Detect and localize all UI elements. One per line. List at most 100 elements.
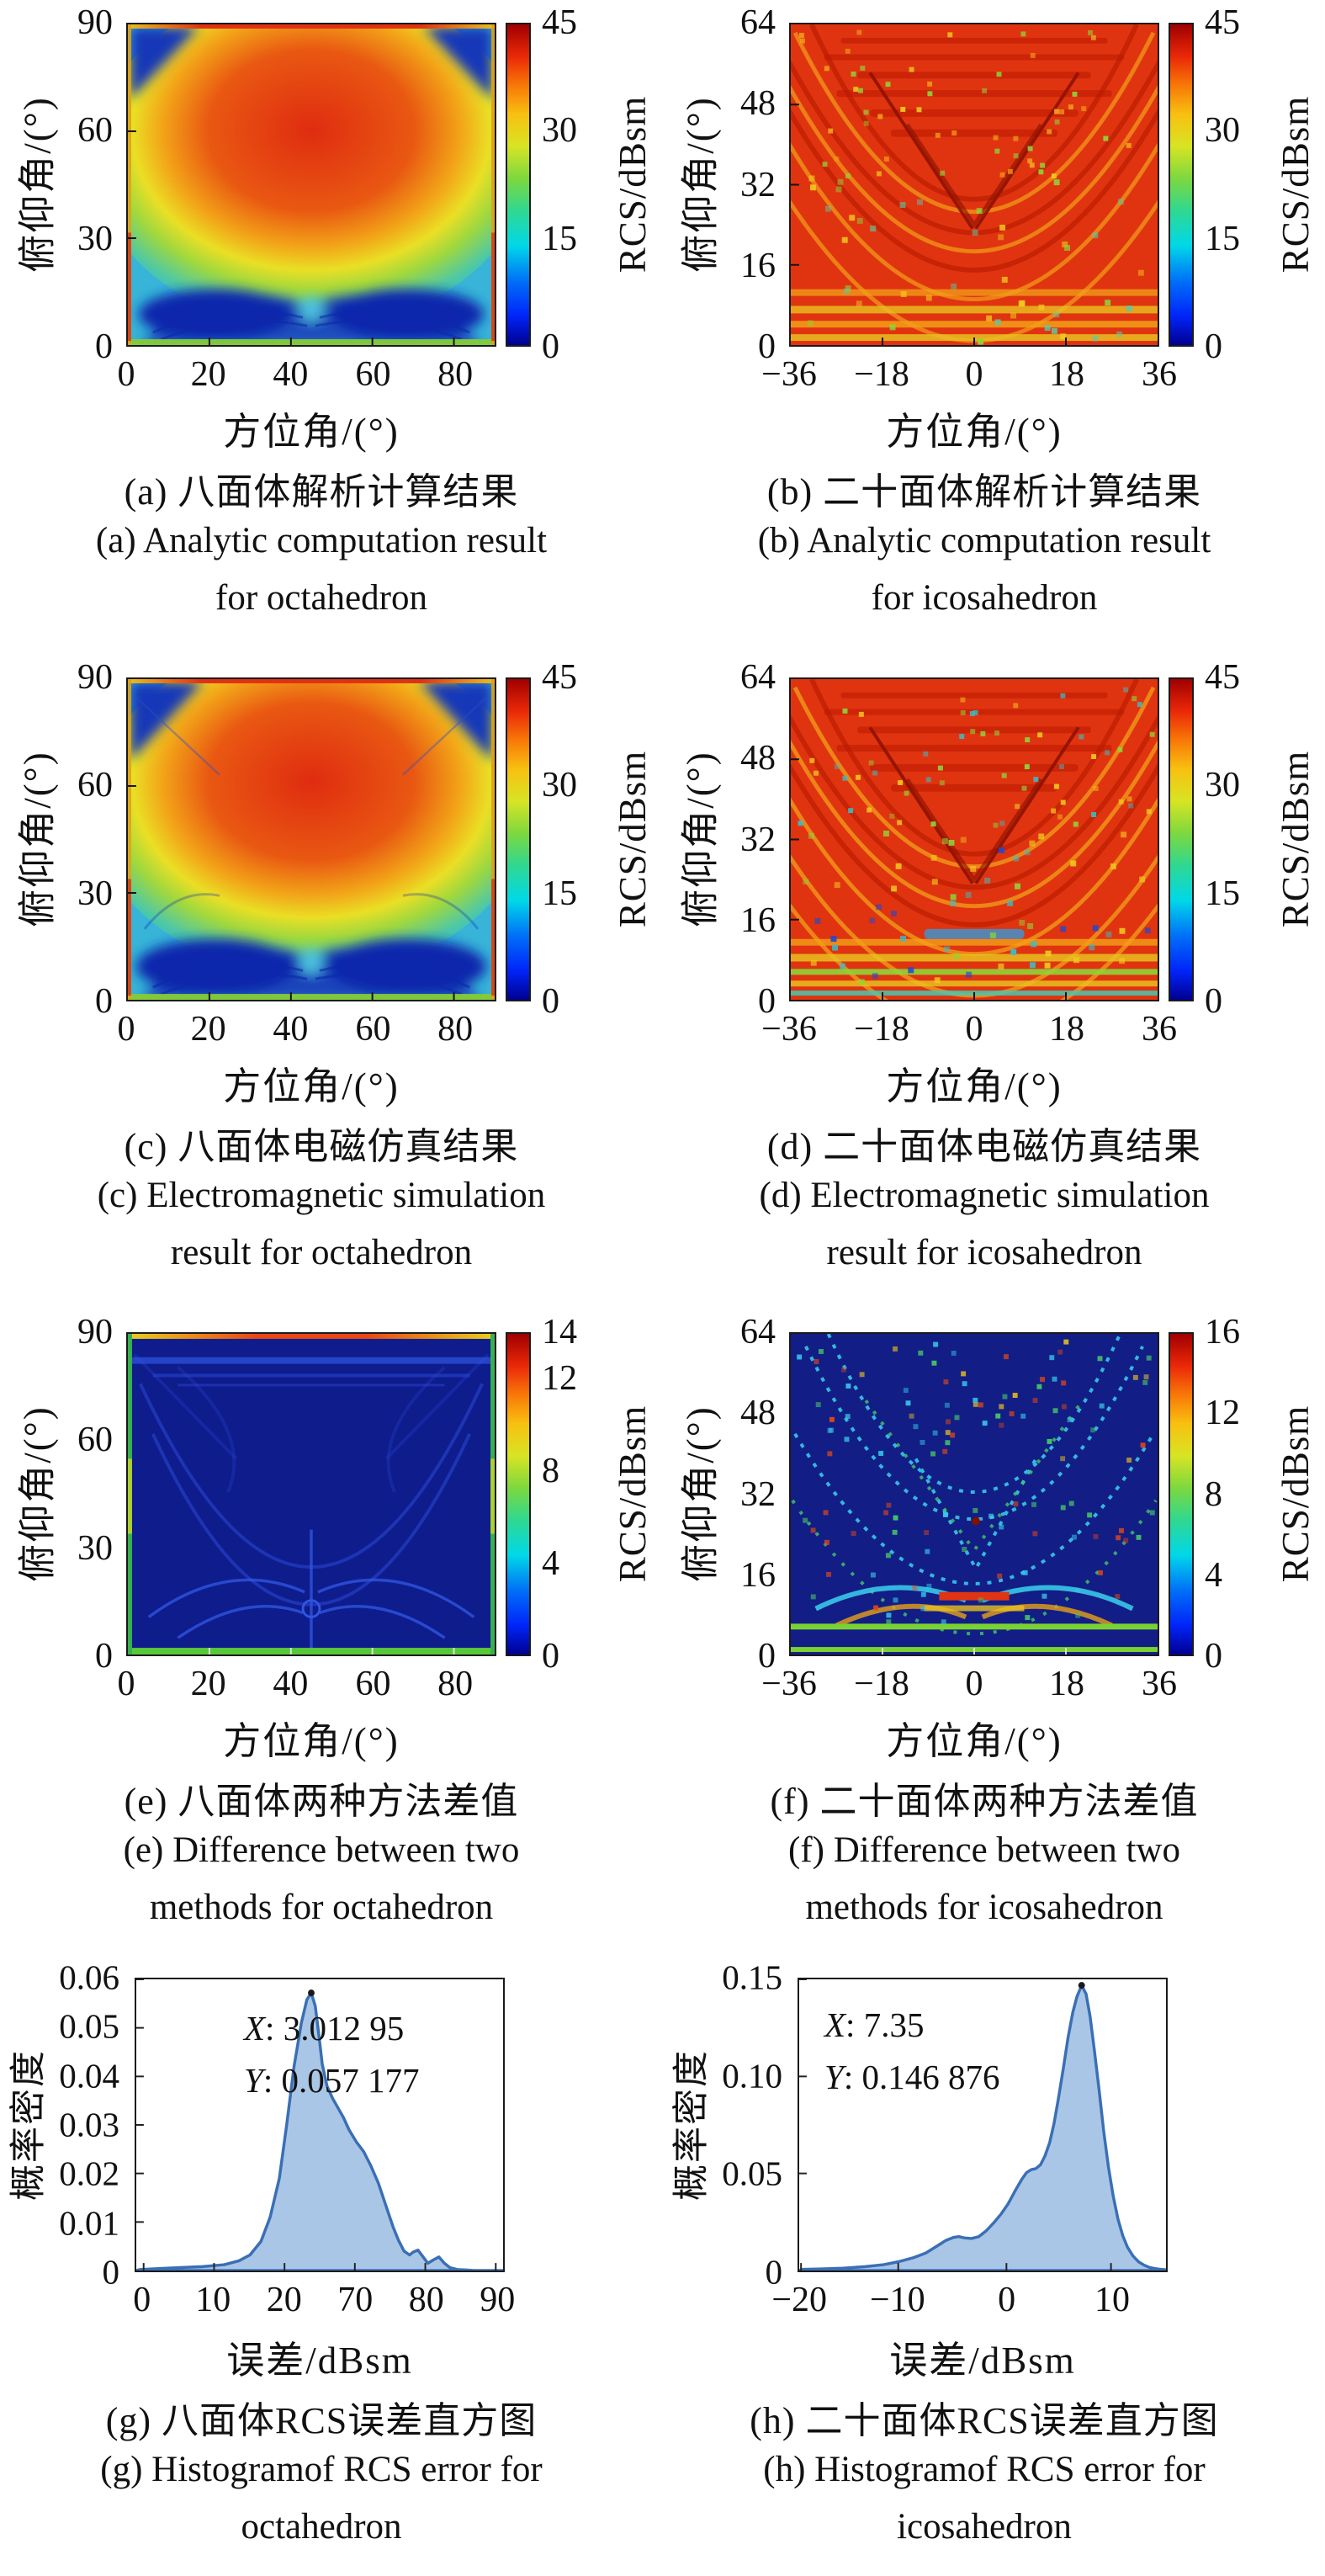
y-tick: 32	[740, 1474, 776, 1514]
x-tick: −18	[854, 1010, 909, 1049]
caption-zh: (g) 八面体RCS误差直方图	[105, 2400, 538, 2441]
x-tick: 70	[337, 2281, 374, 2319]
x-tick: −18	[854, 355, 909, 394]
colorbar-tick: 0	[542, 982, 559, 1021]
x-tick: 90	[480, 2281, 516, 2319]
heatmap-octahedron-analytic	[126, 23, 496, 347]
y-tick: 0	[95, 1637, 113, 1676]
heatmap-b-svg	[791, 24, 1158, 345]
y-tick: 30	[77, 874, 113, 913]
colorbar-label: RCS/dBsm	[612, 750, 654, 928]
panel-e: 俯仰角/(°) 90 60 30 0	[0, 1309, 662, 1964]
annotation-y-value: : 0.057 177	[262, 2060, 420, 2100]
annotation-x-var: X	[244, 2009, 266, 2048]
colorbar-tick: 14	[542, 1313, 577, 1352]
colorbar-tick: 30	[542, 766, 577, 805]
colorbar	[506, 1332, 531, 1656]
y-tick: 30	[77, 1528, 113, 1568]
y-axis-ticks: 64 48 32 16 0	[710, 1315, 781, 1674]
x-axis-ticks: −36 −18 0 18 36	[761, 1665, 1177, 1705]
density-plot-icosahedron-error: X: 7.35 Y: 0.146 876	[798, 1978, 1168, 2272]
x-axis-ticks: −36 −18 0 18 36	[761, 1010, 1177, 1050]
annotation-y-value: : 0.146 876	[843, 2057, 1000, 2096]
x-tick: 18	[1049, 355, 1084, 394]
x-tick: 0	[965, 355, 983, 394]
colorbar-tick: 45	[1205, 3, 1240, 42]
x-axis-ticks: −20 −10 0 10	[771, 2281, 1168, 2321]
colorbar-label: RCS/dBsm	[612, 1405, 654, 1583]
annotation-y-var: Y	[244, 2060, 263, 2100]
colorbar-tick: 8	[1205, 1474, 1222, 1514]
x-tick: 36	[1142, 1010, 1177, 1049]
x-tick: 0	[965, 1665, 983, 1703]
caption-en-line2: for octahedron	[215, 578, 427, 618]
caption-en-line2: methods for octahedron	[149, 1888, 494, 1927]
x-tick: 40	[273, 355, 309, 394]
heatmap-c-svg	[128, 679, 495, 1000]
x-tick: 10	[1094, 2281, 1130, 2319]
y-tick: 90	[77, 658, 113, 697]
y-tick: 16	[740, 900, 776, 940]
density-plot-octahedron-error: X: 3.012 95 Y: 0.057 177	[135, 1978, 505, 2272]
panel-f: 俯仰角/(°) 64 48 32 16 0	[663, 1309, 1325, 1964]
colorbar	[506, 23, 531, 347]
y-tick: 0	[102, 2252, 120, 2292]
y-tick: 0.04	[59, 2056, 119, 2095]
y-axis-ticks: 90 60 30 0	[47, 5, 118, 364]
y-tick: 0.05	[722, 2154, 782, 2193]
x-tick: 80	[437, 1010, 474, 1049]
colorbar-tick: 30	[1205, 111, 1240, 151]
annotation-y: Y: 0.146 876	[824, 2052, 999, 2104]
colorbar-tick: 12	[1205, 1394, 1240, 1433]
y-tick: 0	[758, 327, 776, 366]
y-axis-ticks: 0.06 0.05 0.04 0.03 0.02 0.01 0	[44, 1960, 125, 2289]
y-tick: 48	[740, 1394, 776, 1433]
caption-en-line2: icosahedron	[897, 2507, 1072, 2547]
caption-en-line1: (d) Electromagnetic simulation	[759, 1176, 1210, 1215]
annotation-x-var: X	[824, 2005, 846, 2044]
caption-zh: (f) 二十面体两种方法差值	[770, 1781, 1199, 1822]
colorbar-tick: 15	[542, 219, 577, 258]
y-tick: 64	[740, 3, 776, 42]
caption-zh: (h) 二十面体RCS误差直方图	[750, 2400, 1219, 2441]
caption-zh: (c) 八面体电磁仿真结果	[124, 1126, 519, 1167]
annotation-y-var: Y	[824, 2057, 844, 2096]
caption-en-line2: for icosahedron	[871, 578, 1098, 618]
y-tick: 90	[77, 1313, 113, 1352]
panel-a: 俯仰角/(°) 90 60 30 0	[0, 0, 662, 655]
colorbar-tick: 15	[1205, 874, 1240, 913]
panel-d: 俯仰角/(°) 64 48 32 16 0	[663, 655, 1325, 1309]
heatmap-icosahedron-simulation	[789, 677, 1159, 1001]
x-axis-label: 误差/dBsm	[889, 2340, 1076, 2382]
colorbar-tick: 0	[542, 1637, 559, 1676]
heatmap-octahedron-simulation	[126, 677, 496, 1001]
y-tick: 32	[740, 165, 776, 204]
colorbar-tick: 45	[542, 3, 577, 42]
heatmap-octahedron-difference	[126, 1332, 496, 1656]
annotation-y: Y: 0.057 177	[244, 2055, 419, 2107]
colorbar-ticks: 14 12 8 4 0	[542, 1315, 619, 1674]
x-tick: 0	[133, 2281, 151, 2319]
panel-g: 概率密度 0.06 0.05 0.04 0.03 0.02 0.01 0	[0, 1960, 662, 2576]
colorbar-label: RCS/dBsm	[612, 95, 654, 274]
y-tick: 90	[77, 3, 113, 42]
y-tick: 0.01	[59, 2203, 119, 2243]
colorbar-tick: 15	[1205, 219, 1240, 258]
x-axis-ticks: −36 −18 0 18 36	[761, 355, 1177, 396]
caption-zh: (a) 八面体解析计算结果	[124, 471, 519, 513]
caption-en-line1: (c) Electromagnetic simulation	[97, 1176, 546, 1215]
y-tick: 16	[740, 1555, 776, 1595]
x-tick: 0	[117, 355, 135, 394]
colorbar	[1169, 1332, 1194, 1656]
caption-en-line2: octahedron	[241, 2507, 402, 2547]
x-tick: 20	[190, 1010, 226, 1049]
y-tick: 64	[740, 658, 776, 697]
x-tick: 80	[437, 355, 474, 394]
x-axis-label: 误差/dBsm	[226, 2340, 413, 2382]
y-axis-ticks: 90 60 30 0	[47, 660, 118, 1019]
y-axis-ticks: 64 48 32 16 0	[710, 5, 781, 364]
peak-annotation: X: 7.35 Y: 0.146 876	[824, 2000, 999, 2103]
x-tick: 20	[266, 2281, 302, 2319]
x-axis-label: 方位角/(°)	[223, 411, 400, 453]
x-tick: 60	[355, 1665, 391, 1703]
